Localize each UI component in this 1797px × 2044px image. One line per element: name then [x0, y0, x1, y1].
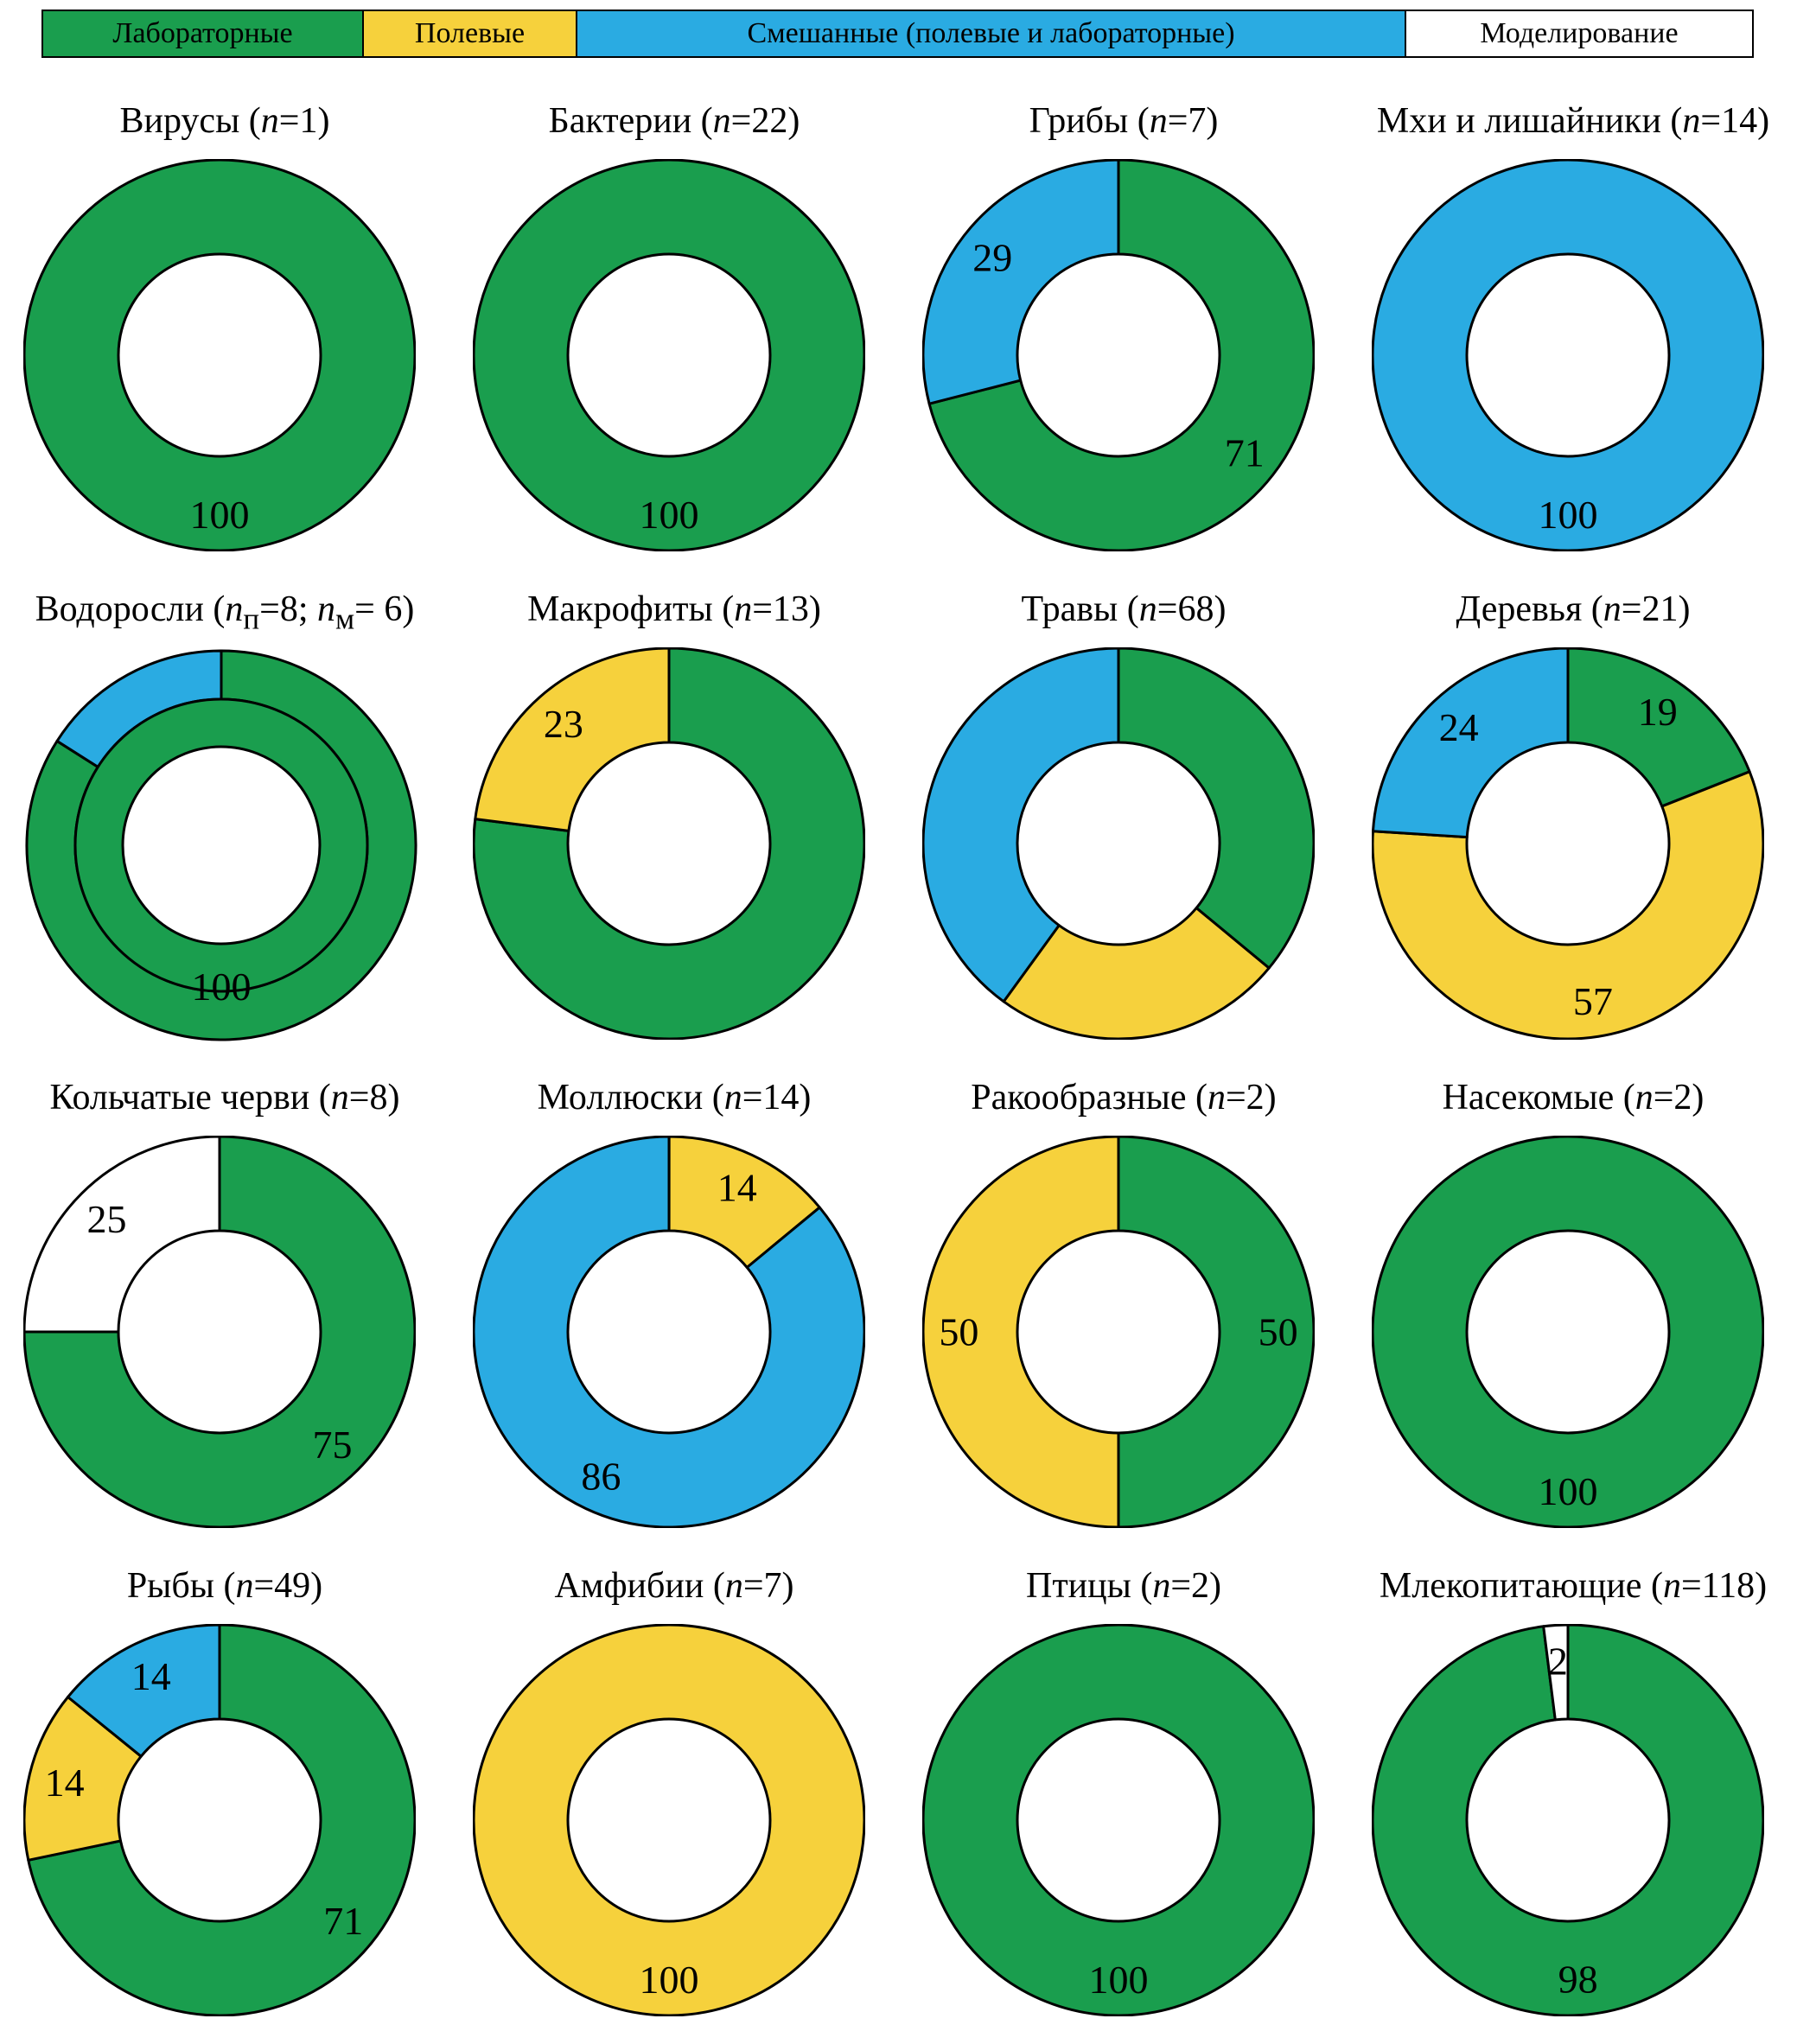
svg-text:100: 100: [190, 493, 250, 537]
svg-text:100: 100: [1089, 1958, 1149, 2002]
svg-text:50: 50: [939, 1310, 978, 1354]
svg-text:71: 71: [323, 1899, 363, 1943]
svg-text:14: 14: [717, 1166, 757, 1210]
svg-text:50: 50: [1259, 1310, 1298, 1354]
svg-text:71: 71: [1225, 431, 1265, 475]
svg-text:100: 100: [640, 1958, 699, 2002]
svg-text:100: 100: [1539, 1469, 1598, 1513]
svg-text:57: 57: [1573, 979, 1613, 1023]
svg-text:100: 100: [640, 493, 699, 537]
svg-text:75: 75: [313, 1423, 353, 1467]
svg-text:23: 23: [544, 702, 583, 746]
svg-text:25: 25: [87, 1197, 127, 1241]
svg-text:100: 100: [1539, 493, 1598, 537]
svg-text:29: 29: [972, 235, 1012, 279]
svg-text:98: 98: [1558, 1958, 1598, 2002]
svg-text:86: 86: [581, 1455, 621, 1499]
svg-text:14: 14: [45, 1761, 85, 1805]
svg-text:100: 100: [192, 965, 252, 1009]
svg-text:2: 2: [1548, 1639, 1568, 1683]
svg-text:24: 24: [1439, 705, 1479, 749]
svg-text:19: 19: [1638, 690, 1678, 734]
svg-text:14: 14: [131, 1654, 171, 1698]
